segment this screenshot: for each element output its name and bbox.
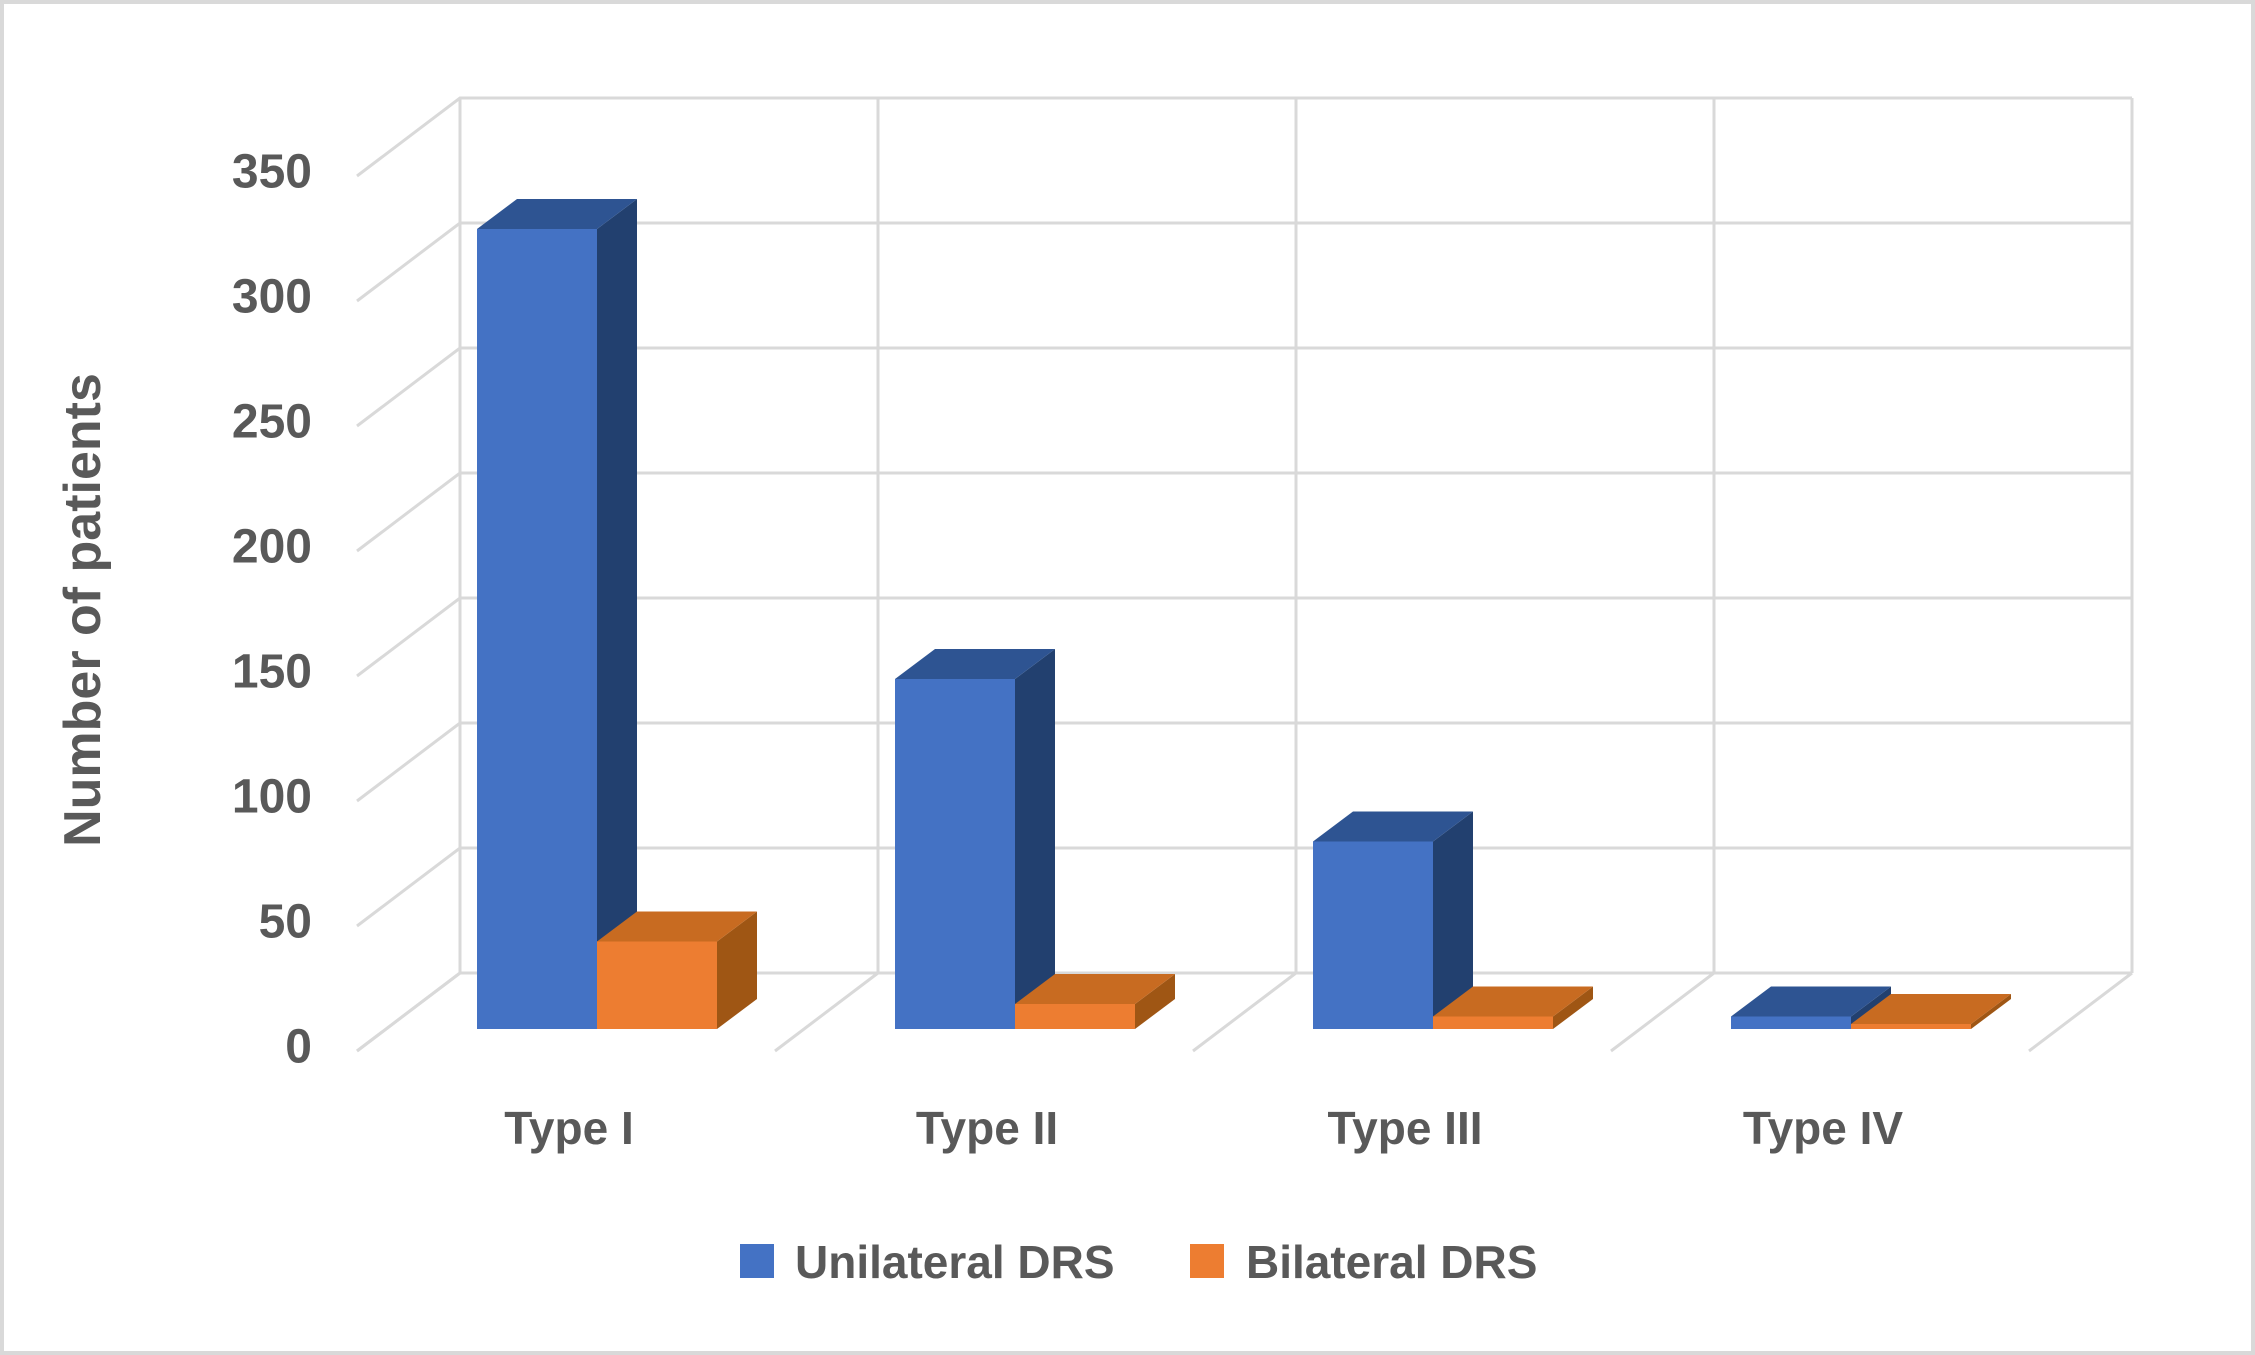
floor-diagonal-4 (2028, 971, 2133, 1053)
y-tick-label-50: 50 (259, 896, 312, 949)
floor-diagonal-0 (356, 971, 461, 1053)
category-label-type-iii: Type III (1327, 1102, 1482, 1154)
bar-top-face (895, 649, 1055, 679)
gridlines (356, 96, 2134, 1053)
bar-unilateral-drs-type-iv (1731, 986, 1891, 1029)
legend-label: Bilateral DRS (1246, 1236, 1537, 1288)
bar-front-face (477, 229, 597, 1029)
legend-swatch-icon (740, 1244, 774, 1278)
bar-side-face (1015, 649, 1055, 1029)
legend: Unilateral DRS Bilateral DRS (740, 1236, 1537, 1288)
bar-side-face (1553, 986, 1593, 1029)
bar-top-face (477, 199, 637, 229)
bar-front-face (1433, 1016, 1553, 1029)
bar-unilateral-drs-type-ii (895, 649, 1055, 1029)
x-axis-category-labels: Type I Type II Type III Type IV (504, 1102, 1903, 1154)
bar-front-face (597, 941, 717, 1029)
y-axis-tick-labels: 0 50 100 150 200 250 300 350 (232, 146, 312, 1074)
y-tick-label-0: 0 (285, 1021, 312, 1074)
columns (477, 199, 2011, 1029)
category-label-type-iv: Type IV (1743, 1102, 1904, 1154)
bar-side-face (1971, 994, 2011, 1029)
y-tick-label-350: 350 (232, 146, 312, 199)
bar-unilateral-drs-type-i (477, 199, 637, 1029)
bar-bilateral-drs-type-iii (1433, 986, 1593, 1029)
bar-top-face (1433, 986, 1593, 1017)
legend-label: Unilateral DRS (795, 1236, 1115, 1288)
y-tick-label-150: 150 (232, 646, 312, 699)
category-label-type-i: Type I (504, 1102, 634, 1154)
floor-diagonal-1 (774, 971, 879, 1053)
bar-front-face (1731, 1016, 1851, 1029)
legend-swatch-icon (1190, 1244, 1224, 1278)
bar-top-face (1313, 811, 1473, 842)
bar-front-face (1851, 1024, 1971, 1029)
bar-side-face (597, 199, 637, 1029)
bar-front-face (895, 679, 1015, 1029)
floor-diagonal-3 (1610, 971, 1715, 1053)
bar-top-face (597, 911, 757, 942)
floor-diagonal-2 (1192, 971, 1297, 1053)
bar-top-face (1851, 994, 2011, 1024)
bar-bilateral-drs-type-iv (1851, 994, 2011, 1029)
bar-unilateral-drs-type-iii (1313, 811, 1473, 1029)
legend-item-unilateral-drs: Unilateral DRS (740, 1236, 1115, 1288)
y-tick-label-250: 250 (232, 396, 312, 449)
bar-side-face (717, 911, 757, 1029)
bar-side-face (1135, 974, 1175, 1029)
bar-side-face (1433, 811, 1473, 1029)
category-label-type-ii: Type II (916, 1102, 1058, 1154)
bar-front-face (1313, 841, 1433, 1029)
y-tick-label-200: 200 (232, 521, 312, 574)
bar-bilateral-drs-type-ii (1015, 974, 1175, 1029)
bar-front-face (1015, 1004, 1135, 1029)
y-tick-label-300: 300 (232, 271, 312, 324)
y-tick-label-100: 100 (232, 771, 312, 824)
y-axis-title: Number of patients (54, 373, 112, 847)
bar-top-face (1015, 974, 1175, 1004)
bar-top-face (1731, 986, 1891, 1017)
bar-bilateral-drs-type-i (597, 911, 757, 1029)
legend-item-bilateral-drs: Bilateral DRS (1190, 1236, 1537, 1288)
